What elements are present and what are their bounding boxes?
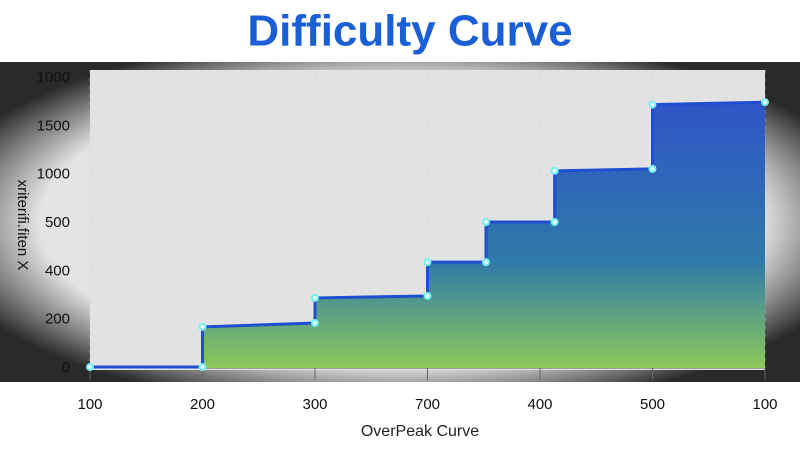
- point: [761, 98, 769, 107]
- point: [482, 218, 490, 227]
- point: [198, 363, 207, 372]
- point: [423, 258, 432, 267]
- y-axis-label: xriterifi.fiten X: [14, 180, 31, 271]
- point: [311, 319, 319, 328]
- y-tick-label: 400: [45, 262, 70, 279]
- point: [648, 100, 657, 109]
- area: [90, 102, 765, 369]
- point: [198, 322, 207, 331]
- point: [550, 218, 559, 227]
- y-tick-label: 1500: [37, 117, 70, 134]
- point: [482, 258, 490, 267]
- y-tick-label: 0: [62, 359, 70, 376]
- x-tick-label: 400: [527, 396, 552, 413]
- x-tick-label: 100: [752, 396, 777, 413]
- x-axis-label: OverPeak Curve: [361, 423, 479, 440]
- point: [423, 291, 432, 300]
- y-tick-label: 200: [45, 311, 70, 328]
- line: [90, 100, 766, 369]
- point: [550, 166, 559, 175]
- point: [311, 293, 319, 302]
- chart-title: Difficulty Curve: [247, 7, 572, 56]
- x-tick-label: 100: [77, 396, 102, 413]
- y-tick-label: 500: [45, 214, 70, 231]
- y-tick-label: 1000: [37, 69, 70, 86]
- y-tick-label: 1000: [37, 166, 70, 183]
- x-tick-label: 300: [302, 396, 327, 413]
- point: [648, 164, 657, 173]
- x-tick-label: 700: [415, 396, 440, 413]
- x-tick-label: 500: [640, 396, 665, 413]
- x-tick-label: 200: [190, 396, 215, 413]
- point: [86, 363, 94, 372]
